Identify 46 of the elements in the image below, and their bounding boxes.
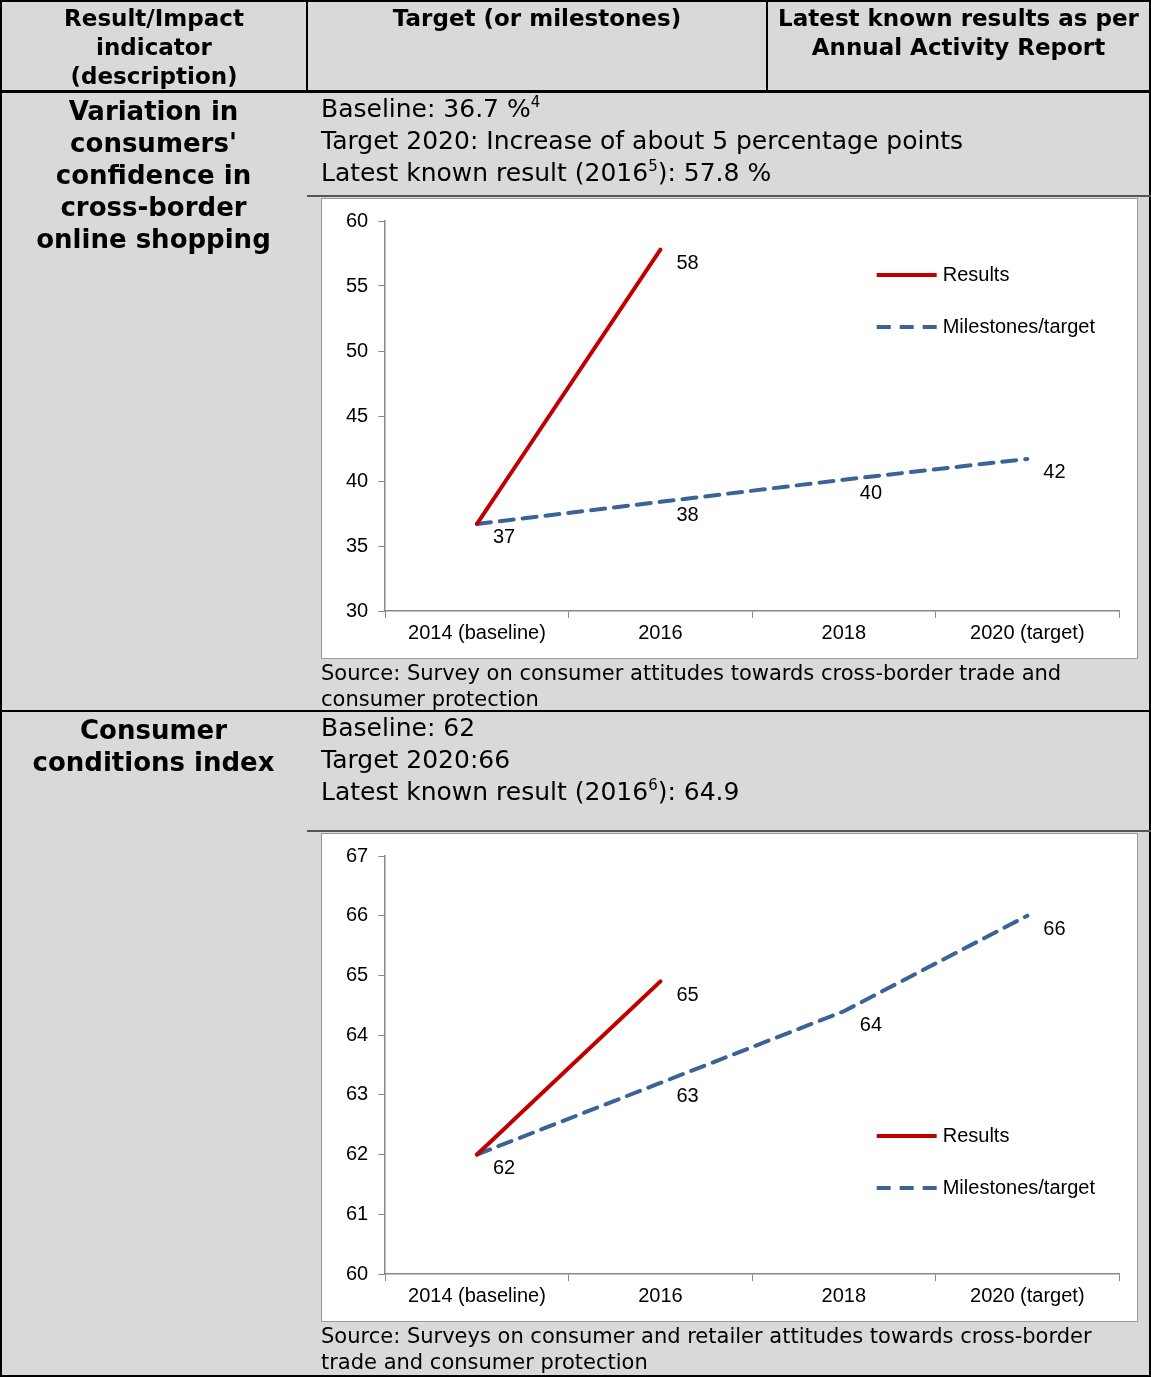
y-tick-label: 60 xyxy=(346,208,369,231)
legend-label: Milestones/target xyxy=(942,314,1096,337)
data-label: 65 xyxy=(676,982,699,1005)
legend-label: Milestones/target xyxy=(942,1175,1096,1198)
y-tick-label: 67 xyxy=(346,843,369,866)
y-tick-label: 60 xyxy=(346,1261,369,1284)
data-label: 66 xyxy=(1043,917,1066,940)
chart-subtitle: Baseline: 36.7 %$^{4}$ Target 2020: Increase of about 5 percentage points Latest known result (2016$^{5}$): 57.8 % xyxy=(321,92,965,189)
y-tick-label: 50 xyxy=(346,338,369,361)
y-tick-label: 55 xyxy=(346,273,369,296)
y-tick-label: 40 xyxy=(346,468,369,491)
legend-label: Results xyxy=(942,262,1010,285)
y-tick-label: 35 xyxy=(346,533,369,556)
x-tick-label: 2020 (target) xyxy=(970,1283,1085,1306)
data-label: 37 xyxy=(492,525,516,548)
data-label: 62 xyxy=(492,1156,516,1179)
text: Latest known results as per Annual Activity Report xyxy=(766,0,1151,92)
data-label: 63 xyxy=(676,1084,699,1107)
x-tick-label: 2018 xyxy=(821,1283,867,1306)
source-note: Source: Surveys on consumer and retailer attitudes towards cross-border trade and consumer protection xyxy=(321,1323,1093,1375)
text: Consumer conditions index xyxy=(0,710,307,1377)
x-tick-label: 2016 xyxy=(638,1283,683,1306)
legend-label: Results xyxy=(942,1123,1010,1146)
text: Target (or milestones) xyxy=(306,0,766,92)
y-tick-label: 64 xyxy=(346,1022,369,1045)
y-tick-label: 45 xyxy=(346,403,369,426)
data-label: 40 xyxy=(859,481,883,504)
x-tick-label: 2018 xyxy=(821,620,867,643)
y-tick-label: 65 xyxy=(346,962,369,985)
y-tick-label: 62 xyxy=(346,1142,369,1165)
y-tick-label: 61 xyxy=(346,1201,369,1224)
y-tick-label: 63 xyxy=(346,1082,369,1105)
x-tick-label: 2016 xyxy=(638,620,683,643)
source-note: Source: Survey on consumer attitudes towards cross-border trade and consumer protection xyxy=(321,660,1063,712)
data-label: 38 xyxy=(676,503,699,526)
x-tick-label: 2014 (baseline) xyxy=(408,1283,546,1306)
y-tick-label: 30 xyxy=(346,598,369,621)
x-tick-label: 2020 (target) xyxy=(970,620,1085,643)
chart-subtitle: Baseline: 62 Target 2020:66 Latest known result (2016$^{6}$): 64.9 xyxy=(321,712,741,808)
data-label: 42 xyxy=(1043,460,1066,483)
text: Variation in consumers' confidence in cross-border online shopping xyxy=(0,91,307,711)
data-label: 64 xyxy=(859,1012,883,1035)
x-tick-label: 2014 (baseline) xyxy=(408,620,546,643)
y-tick-label: 66 xyxy=(346,903,369,926)
data-label: 58 xyxy=(676,251,699,274)
text: Result/Impact indicator (description) xyxy=(0,0,306,92)
